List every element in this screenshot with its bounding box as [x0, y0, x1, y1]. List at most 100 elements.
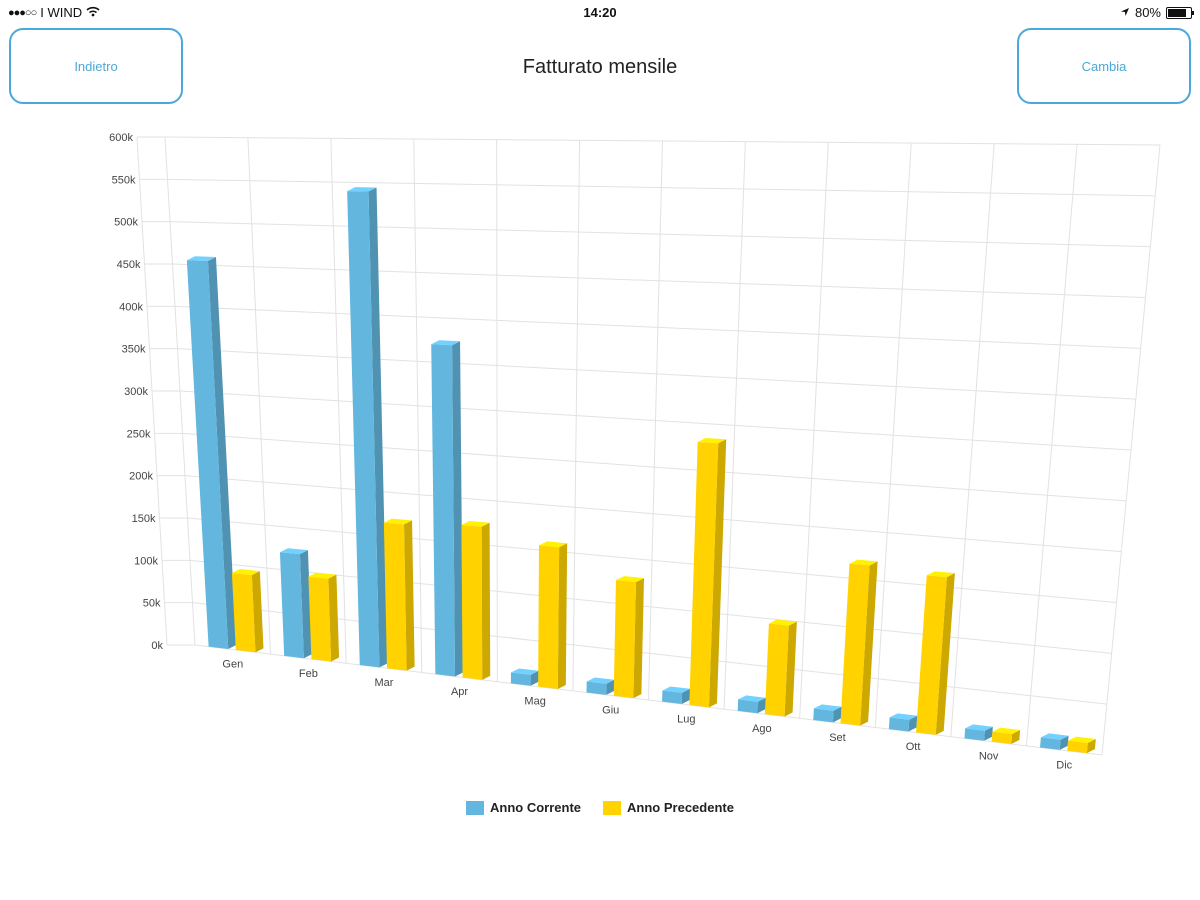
chart-legend: Anno Corrente Anno Precedente — [0, 800, 1200, 815]
grid-line-depth-edge — [136, 136, 168, 646]
bar-previous-year-side — [557, 543, 568, 689]
bar-previous-year-side — [860, 561, 878, 726]
legend-swatch-previous-year — [603, 800, 622, 815]
bar-previous-year-side — [251, 571, 264, 653]
grid-line-vertical — [1025, 144, 1078, 746]
bar-previous-year — [538, 545, 560, 689]
grid-line-vertical — [247, 137, 272, 655]
bar-previous-year-top — [926, 571, 955, 578]
legend-item-current-year[interactable]: Anno Corrente — [466, 800, 581, 815]
bar-previous-year-top — [992, 727, 1021, 735]
bar-current-year-top — [279, 548, 308, 555]
bar-current-year — [431, 344, 456, 677]
bar-previous-year — [308, 576, 332, 662]
back-button[interactable]: Indietro — [9, 28, 183, 104]
bar-current-year-top — [813, 704, 842, 711]
bar-previous-year — [916, 575, 947, 735]
bar-previous-year-top — [383, 518, 413, 525]
bar-previous-year-side — [404, 520, 415, 671]
status-bar-right: 80% — [1120, 5, 1194, 20]
page-title: Fatturato mensile — [522, 56, 678, 78]
bar-previous-year-top — [1068, 736, 1096, 744]
bar-previous-year — [991, 731, 1013, 744]
bar-previous-year — [689, 441, 719, 708]
bar-current-year — [279, 552, 304, 659]
y-tick-label: 100k — [134, 555, 158, 567]
bar-current-year — [964, 728, 985, 741]
change-button[interactable]: Cambia — [1017, 28, 1191, 104]
bar-previous-year-side — [708, 439, 727, 708]
grid-line-vertical — [572, 140, 581, 691]
bar-previous-year-top — [461, 520, 490, 527]
grid-line-vertical — [648, 140, 663, 701]
grid-line-vertical — [496, 139, 498, 682]
bar-previous-year-side — [1011, 730, 1021, 744]
bar-current-year-top — [965, 724, 993, 731]
location-arrow-icon — [1120, 5, 1130, 20]
status-bar-left: ●●●○○ I WIND — [8, 5, 100, 20]
bar-previous-year — [231, 573, 256, 653]
grid-line-vertical — [1101, 144, 1161, 756]
grid-line-vertical — [950, 143, 995, 737]
bar-current-year-top — [662, 686, 691, 693]
bar-current-year — [1040, 737, 1061, 750]
x-tick-label: Ago — [752, 723, 772, 735]
legend-label-current-year: Anno Corrente — [490, 800, 582, 815]
bar-previous-year — [613, 580, 636, 699]
bar-current-year — [510, 672, 531, 686]
bar-current-year-side — [452, 341, 464, 677]
change-button-label: Cambia — [1081, 58, 1127, 74]
x-tick-label: Ott — [906, 741, 921, 753]
bar-previous-year-top — [538, 541, 568, 548]
bar-previous-year-side — [328, 574, 340, 662]
bar-previous-year-top — [231, 569, 260, 576]
y-tick-label: 550k — [112, 174, 136, 186]
bar-current-year-side — [908, 715, 918, 732]
bar-current-year-top — [738, 695, 766, 702]
legend-label-previous-year: Anno Precedente — [627, 800, 734, 815]
bar-current-year-top — [889, 713, 918, 720]
bar-current-year-side — [530, 670, 539, 686]
legend-item-previous-year[interactable]: Anno Precedente — [603, 800, 734, 815]
bar-current-year-top — [431, 340, 461, 346]
bar-previous-year — [1067, 740, 1088, 754]
bar-previous-year-side — [784, 621, 797, 717]
clock: 14:20 — [583, 5, 617, 20]
bar-current-year — [347, 191, 380, 668]
bar-current-year — [662, 690, 683, 705]
y-tick-label: 350k — [122, 344, 146, 356]
x-tick-label: Mar — [374, 677, 393, 689]
bar-previous-year-side — [935, 573, 955, 735]
bar-previous-year — [840, 563, 870, 726]
y-tick-label: 600k — [109, 132, 133, 144]
bar-previous-year-top — [849, 559, 878, 566]
y-tick-label: 0k — [151, 640, 163, 652]
bar-current-year — [813, 708, 834, 723]
bar-previous-year-top — [308, 572, 337, 579]
bar-current-year-side — [1059, 735, 1069, 750]
bar-current-year-side — [207, 256, 237, 650]
legend-swatch-current-year — [466, 800, 485, 815]
back-button-label: Indietro — [74, 58, 118, 74]
battery-percent: 80% — [1134, 5, 1161, 20]
y-tick-label: 450k — [117, 259, 141, 271]
grid-line-vertical — [413, 138, 423, 673]
x-tick-label: Set — [829, 732, 846, 744]
signal-dots-icon: ●●●○○ — [8, 6, 37, 19]
bar-current-year — [888, 717, 910, 732]
y-tick-label: 400k — [119, 301, 143, 313]
bar-current-year-top — [510, 668, 539, 675]
grid-line-vertical — [799, 142, 829, 719]
bar-current-year — [186, 260, 229, 650]
bar-previous-year-top — [768, 619, 797, 626]
x-tick-label: Apr — [451, 686, 468, 698]
x-tick-label: Dic — [1056, 759, 1072, 771]
bar-current-year-side — [681, 688, 691, 705]
grid-line-vertical — [330, 138, 347, 664]
x-tick-label: Nov — [979, 750, 999, 762]
bar-previous-year-side — [1086, 739, 1096, 754]
bar-previous-year — [461, 524, 483, 680]
bar-current-year-top — [347, 187, 377, 192]
y-tick-label: 150k — [132, 513, 156, 525]
